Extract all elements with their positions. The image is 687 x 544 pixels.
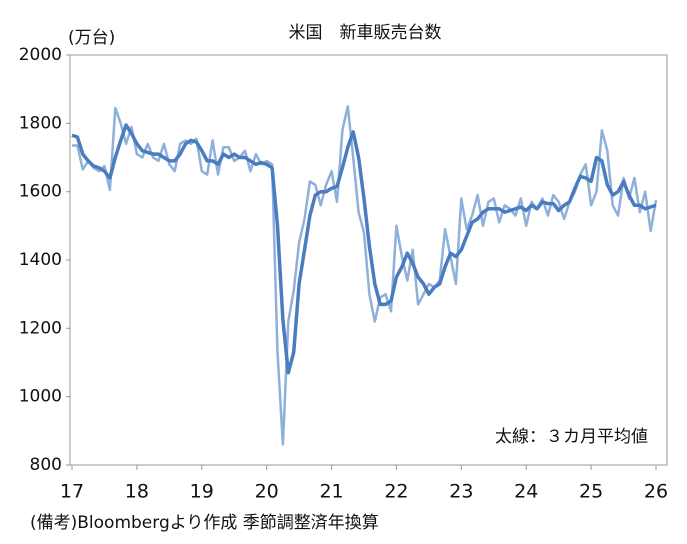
- y-axis-unit: (万台): [68, 28, 115, 48]
- y-tick-label: 1600: [19, 182, 62, 202]
- chart-title: 米国 新車販売台数: [289, 23, 442, 43]
- x-tick-label: 17: [60, 481, 84, 503]
- source-note: (備考)Bloombergより作成 季節調整済年換算: [30, 513, 379, 533]
- x-tick-label: 24: [514, 481, 538, 503]
- x-tick-label: 18: [125, 481, 149, 503]
- series-line: [72, 105, 658, 446]
- y-tick-label: 1000: [19, 387, 62, 407]
- series-line: [71, 123, 657, 375]
- x-tick-label: 22: [384, 481, 408, 503]
- x-tick-label: 23: [449, 481, 473, 503]
- y-tick-label: 1400: [19, 250, 62, 270]
- x-tick-label: 25: [579, 481, 603, 503]
- x-tick-label: 26: [644, 481, 668, 503]
- x-tick-label: 20: [255, 481, 279, 503]
- y-tick-label: 1200: [19, 318, 62, 338]
- y-tick-label: 2000: [19, 45, 62, 65]
- plot-frame: [69, 54, 668, 466]
- y-tick-label: 1800: [19, 113, 62, 133]
- y-tick-label: 800: [30, 455, 62, 475]
- x-tick-label: 19: [190, 481, 214, 503]
- annotation: 太線：３カ月平均値: [495, 427, 648, 447]
- x-tick-label: 21: [319, 481, 343, 503]
